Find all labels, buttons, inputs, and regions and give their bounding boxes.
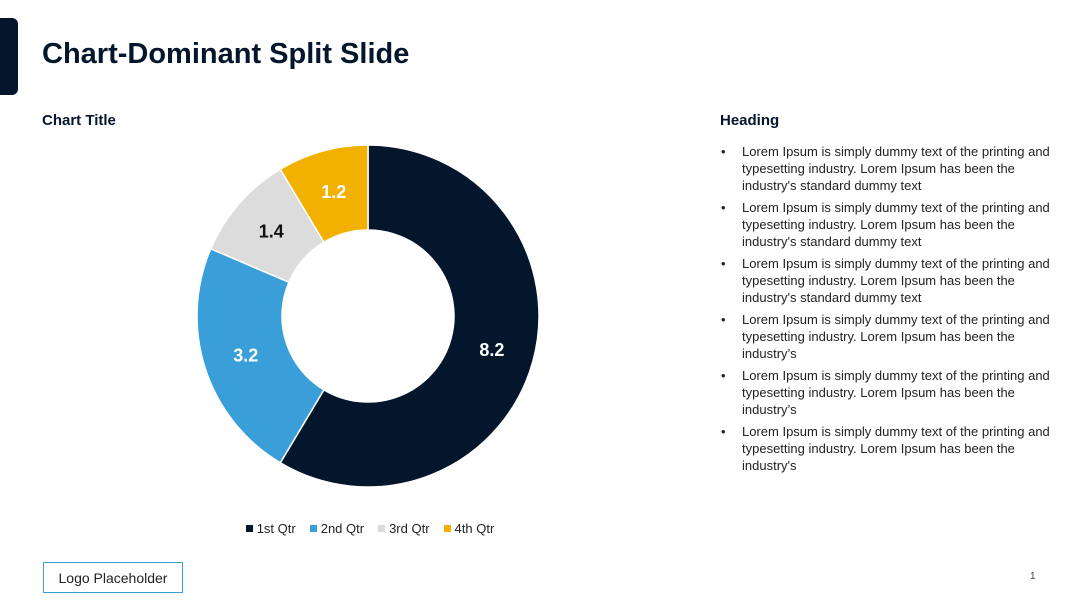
chart-legend: 1st Qtr 2nd Qtr 3rd Qtr 4th Qtr [0, 521, 740, 536]
legend-item: 4th Qtr [443, 521, 495, 536]
legend-swatch [378, 525, 386, 532]
legend-item: 2nd Qtr [309, 521, 365, 536]
donut-slice [279, 144, 540, 488]
legend-label: 4th Qtr [454, 521, 495, 536]
bullet-item: Lorem Ipsum is simply dummy text of the … [720, 255, 1050, 306]
bullet-item: Lorem Ipsum is simply dummy text of the … [720, 199, 1050, 250]
page-number: 1 [1030, 571, 1036, 582]
legend-item: 3rd Qtr [378, 521, 430, 536]
data-label: 1.4 [259, 221, 284, 241]
legend-swatch [245, 525, 253, 532]
slide-title: Chart-Dominant Split Slide [42, 38, 410, 70]
data-label: 8.2 [479, 340, 504, 360]
bullet-item: Lorem Ipsum is simply dummy text of the … [720, 143, 1050, 194]
donut-slice [279, 144, 369, 244]
bullet-item: Lorem Ipsum is simply dummy text of the … [720, 311, 1050, 362]
data-label: 1.2 [321, 182, 346, 202]
legend-label: 2nd Qtr [320, 521, 365, 536]
legend-item: 1st Qtr [245, 521, 296, 536]
bullet-list: Lorem Ipsum is simply dummy text of the … [720, 143, 1050, 479]
bullet-item: Lorem Ipsum is simply dummy text of the … [720, 423, 1050, 474]
accent-tab [0, 18, 18, 95]
logo-placeholder-label: Logo Placeholder [58, 569, 168, 586]
chart-title: Chart Title [42, 112, 116, 129]
legend-swatch [309, 525, 317, 532]
text-heading: Heading [720, 112, 780, 129]
bullet-item: Lorem Ipsum is simply dummy text of the … [720, 367, 1050, 418]
donut-chart: 8.2 3.2 1.4 1.2 [196, 144, 540, 488]
legend-swatch [443, 525, 451, 532]
logo-placeholder: Logo Placeholder [43, 562, 183, 593]
donut-slice [196, 247, 325, 464]
legend-label: 3rd Qtr [389, 521, 430, 536]
data-label: 3.2 [233, 346, 258, 366]
legend-label: 1st Qtr [256, 521, 296, 536]
